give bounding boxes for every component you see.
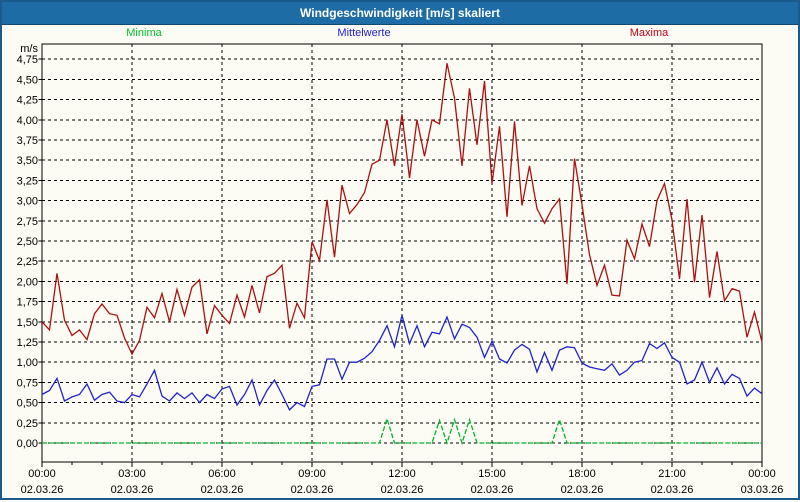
y-tick-label: 4,25 [17,95,38,107]
x-date-label: 02.03.26 [651,484,694,496]
x-time-label: 03:00 [118,468,146,480]
maxima-line [41,63,763,356]
y-tick-label: 2,25 [17,256,38,268]
y-tick-label: 4,75 [17,54,38,66]
legend-minima: Minima [126,27,162,39]
x-time-label: 21:00 [658,468,686,480]
x-date-label: 02.03.26 [561,484,604,496]
y-tick-label: 3,50 [17,155,38,167]
y-tick-label: 4,00 [17,115,38,127]
y-tick-label: 1,50 [17,317,38,329]
x-time-label: 06:00 [208,468,236,480]
x-time-label: 09:00 [298,468,326,480]
legend-mittelwerte: Mittelwerte [337,27,391,39]
x-date-label: 02.03.26 [291,484,334,496]
x-date-label: 02.03.26 [201,484,244,496]
x-time-label: 00:00 [748,468,776,480]
chart-legend: Minima Mittelwerte Maxima [2,27,798,40]
y-tick-label: 3,00 [17,196,38,208]
x-time-label: 15:00 [478,468,506,480]
x-date-label: 03.03.26 [741,484,784,496]
minima-line [42,416,762,446]
y-tick-label: 2,75 [17,216,38,228]
y-tick-label: 2,00 [17,276,38,288]
y-tick-label: 1,00 [17,357,38,369]
page-title: Windgeschwindigkeit [m/s] skaliert [300,6,500,20]
x-time-label: 18:00 [568,468,596,480]
y-tick-label: 1,25 [17,337,38,349]
x-date-label: 02.03.26 [111,484,154,496]
y-tick-label: 0,50 [17,398,38,410]
y-tick-label: 0,00 [17,438,38,450]
y-tick-label: 3,25 [17,175,38,187]
x-time-label: 12:00 [388,468,416,480]
y-tick-label: 0,75 [17,377,38,389]
mittelwerte-line [41,315,763,411]
x-date-label: 02.03.26 [471,484,514,496]
legend-maxima: Maxima [629,27,669,39]
x-date-label: 02.03.26 [21,484,64,496]
plot-frame [41,43,763,463]
y-tick-label: 3,75 [17,135,38,147]
title-bar: Windgeschwindigkeit [m/s] skaliert [2,2,798,25]
x-date-label: 02.03.26 [381,484,424,496]
y-tick-label: 1,75 [17,297,38,309]
y-tick-label: 2,50 [17,236,38,248]
y-axis-unit: m/s [20,43,38,55]
x-time-label: 00:00 [28,468,56,480]
y-tick-label: 0,25 [17,418,38,430]
y-tick-label: 4,50 [17,74,38,86]
